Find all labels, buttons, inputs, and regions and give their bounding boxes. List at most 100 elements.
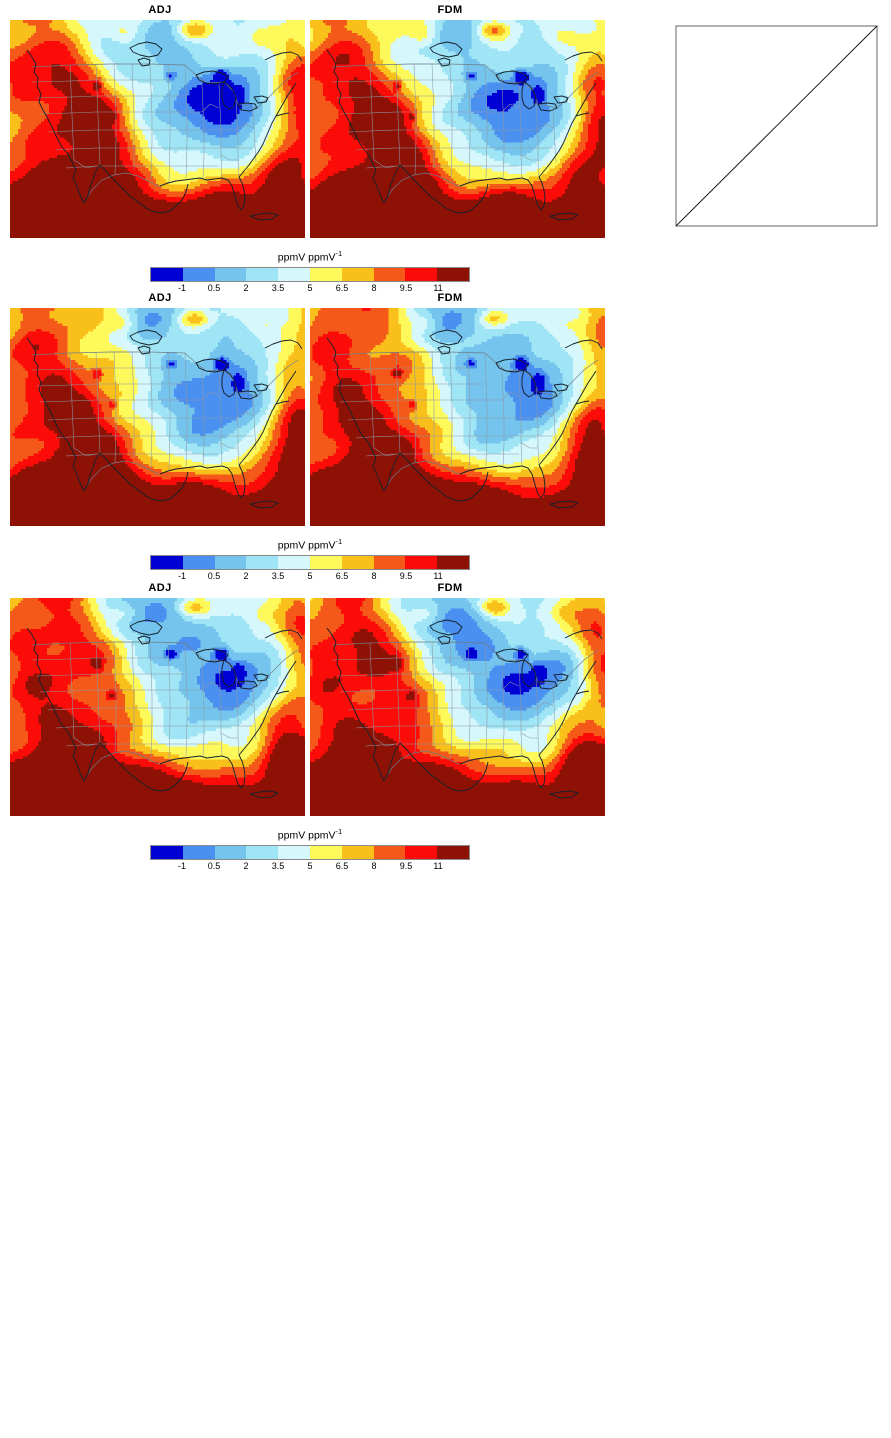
state-boundary bbox=[369, 64, 375, 161]
state-boundary bbox=[501, 391, 520, 401]
state-boundary bbox=[518, 83, 523, 179]
state-boundary bbox=[336, 383, 485, 387]
colorbar-ticks-row3: -1 0.5 2 3.5 5 6.5 8 9.5 11 bbox=[150, 860, 470, 874]
state-boundary bbox=[201, 681, 220, 691]
colorbar-band-4 bbox=[278, 555, 310, 569]
state-boundary bbox=[201, 103, 220, 113]
state-boundary bbox=[252, 109, 257, 163]
figure-row-1: ADJ FDM ppmV ppmV-1 -1 0.5 2 3.5 5 6.5 8 9.5 11 bbox=[0, 0, 891, 293]
national-border bbox=[484, 64, 599, 109]
colorbar-band-6 bbox=[341, 555, 374, 569]
state-boundary bbox=[501, 103, 520, 113]
coastline bbox=[564, 51, 603, 62]
contour-band bbox=[127, 308, 271, 457]
colorbar-band-3 bbox=[246, 555, 279, 569]
state-boundary bbox=[449, 351, 453, 469]
state-boundary bbox=[47, 707, 236, 711]
coastline bbox=[549, 500, 579, 509]
map-adj-row2 bbox=[10, 308, 305, 526]
coastline bbox=[237, 680, 258, 690]
contour-band bbox=[310, 308, 605, 481]
colorbar-label-row2: ppmV ppmV-1 bbox=[277, 537, 343, 552]
state-boundary bbox=[518, 661, 523, 757]
contour-band bbox=[145, 603, 258, 711]
coastline bbox=[399, 742, 489, 792]
contour-band bbox=[406, 308, 587, 465]
colorbar-tick-4: 5 bbox=[307, 282, 313, 293]
state-boundary bbox=[220, 154, 238, 161]
coastline bbox=[575, 400, 590, 405]
colorbar-band-7 bbox=[373, 845, 406, 859]
coastline bbox=[429, 329, 463, 346]
colorbar-tick-5: 6.5 bbox=[335, 282, 349, 293]
state-boundary bbox=[69, 64, 75, 161]
contour-band bbox=[442, 310, 553, 421]
state-boundary bbox=[347, 129, 536, 133]
contour-band bbox=[108, 308, 289, 465]
contour-band bbox=[77, 20, 287, 174]
colorbar-swatches-row1 bbox=[150, 266, 470, 282]
colorbar-band-6 bbox=[341, 267, 374, 281]
state-boundary bbox=[113, 63, 117, 176]
state-boundary bbox=[39, 689, 202, 693]
state-boundary bbox=[39, 111, 202, 115]
coastline bbox=[437, 57, 451, 67]
state-boundary bbox=[331, 657, 468, 661]
colorbar-band-0 bbox=[151, 267, 183, 281]
coastline bbox=[253, 673, 269, 682]
map-geography bbox=[26, 329, 303, 509]
contour-band bbox=[106, 598, 281, 739]
state-boundary bbox=[369, 642, 375, 739]
contour-band bbox=[10, 308, 305, 486]
national-border bbox=[31, 351, 186, 356]
contour-band bbox=[310, 20, 605, 180]
colorbar-swatches-row2 bbox=[150, 554, 470, 570]
coastline bbox=[237, 102, 258, 112]
colorbar-ticks-row1: -1 0.5 2 3.5 5 6.5 8 9.5 11 bbox=[150, 282, 470, 296]
colorbar-tick-6: 8 bbox=[371, 282, 377, 293]
colorbar-band-1 bbox=[182, 555, 215, 569]
coastline bbox=[564, 629, 603, 640]
contour-band bbox=[427, 308, 563, 444]
state-boundary bbox=[535, 99, 540, 178]
colorbar-tick-6: 8 bbox=[371, 570, 377, 581]
identity-line bbox=[675, 25, 878, 227]
coastline bbox=[521, 176, 546, 211]
national-border bbox=[484, 642, 599, 687]
colorbar-row1: ppmV ppmV-1 -1 0.5 2 3.5 5 6.5 8 9.5 11 bbox=[150, 248, 470, 296]
national-border bbox=[484, 352, 599, 397]
contour-band bbox=[121, 598, 271, 724]
state-boundary bbox=[501, 681, 520, 691]
state-boundary bbox=[395, 351, 401, 454]
state-boundary bbox=[73, 159, 97, 169]
national-border bbox=[383, 172, 460, 204]
state-boundary bbox=[201, 369, 205, 467]
contour-band bbox=[10, 598, 305, 786]
coastline bbox=[538, 370, 597, 466]
map-fdm-row3 bbox=[310, 598, 605, 816]
state-boundary bbox=[336, 95, 485, 99]
national-border bbox=[331, 63, 486, 68]
contour-band bbox=[134, 308, 263, 447]
colorbar-row2: ppmV ppmV-1 -1 0.5 2 3.5 5 6.5 8 9.5 11 bbox=[150, 536, 470, 584]
colorbar-tick-8: 11 bbox=[433, 860, 443, 871]
state-boundary bbox=[355, 725, 553, 729]
state-boundary bbox=[65, 165, 219, 169]
state-boundary bbox=[467, 352, 471, 472]
colorbar-band-3 bbox=[246, 267, 279, 281]
colorbar-tick-4: 5 bbox=[307, 570, 313, 581]
state-boundary bbox=[501, 369, 505, 467]
state-boundary bbox=[220, 732, 238, 739]
state-boundary bbox=[36, 95, 185, 99]
state-boundary bbox=[167, 64, 171, 184]
panel-title-fdm-row3: FDM bbox=[437, 582, 463, 594]
colorbar-band-5 bbox=[309, 845, 342, 859]
colorbar-tick-8: 11 bbox=[433, 570, 443, 581]
state-boundary bbox=[55, 725, 253, 729]
state-boundary bbox=[31, 657, 168, 661]
coastline bbox=[275, 112, 290, 117]
colorbar-band-0 bbox=[151, 845, 183, 859]
map-geography bbox=[26, 41, 303, 221]
contour-band bbox=[10, 328, 305, 496]
coastline bbox=[575, 690, 590, 695]
